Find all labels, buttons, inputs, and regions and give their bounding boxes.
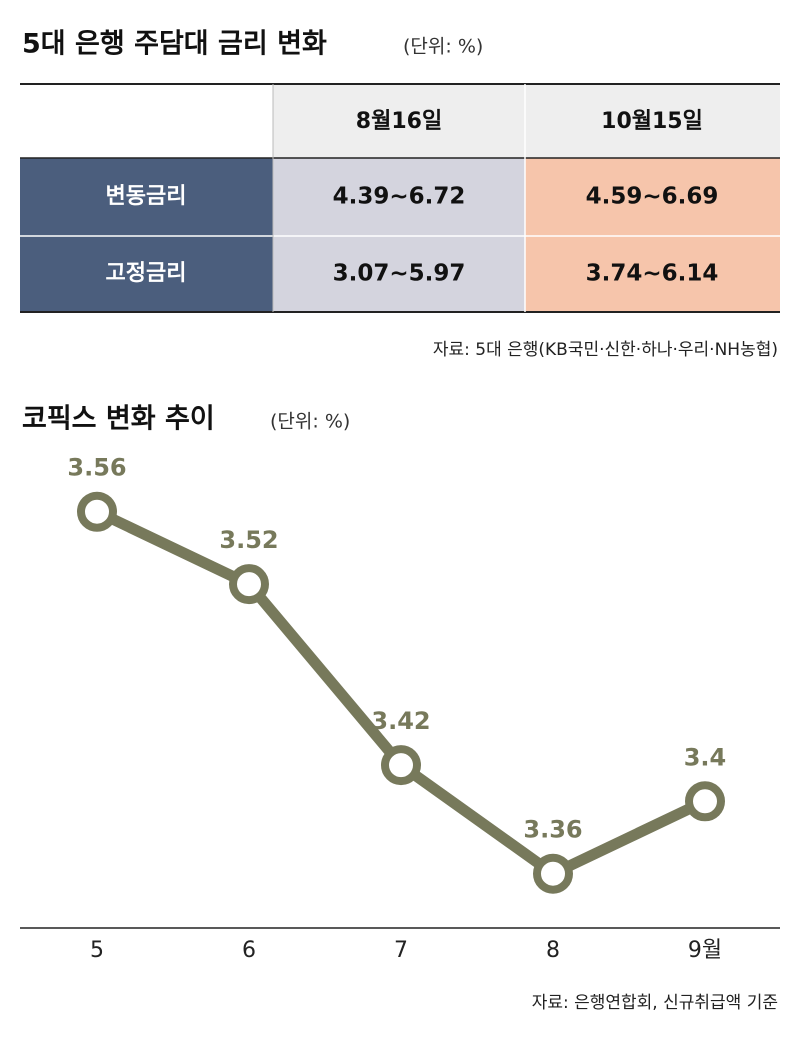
x-tick-label: 7 — [394, 938, 408, 963]
value-label: 3.4 — [684, 743, 727, 771]
chart-source: 자료: 은행연합회, 신규취급액 기준 — [532, 993, 778, 1013]
row-header: 변동금리 — [106, 184, 187, 209]
column-bg — [273, 158, 525, 312]
table-cell: 4.39~6.72 — [333, 184, 466, 210]
line — [94, 506, 708, 880]
point — [77, 491, 117, 532]
value-label: 3.36 — [523, 816, 582, 844]
table-unit: (단위: %) — [403, 36, 483, 58]
x-tick-label: 6 — [242, 938, 256, 963]
chart-unit: (단위: %) — [270, 411, 350, 433]
value-label: 3.56 — [67, 454, 126, 482]
point — [533, 853, 573, 894]
table-cell: 3.07~5.97 — [333, 261, 466, 287]
row-header-bg — [20, 158, 273, 312]
point — [685, 781, 725, 822]
table-cell: 4.59~6.69 — [586, 184, 719, 210]
column-header: 8월16일 — [356, 109, 442, 134]
header-cell — [525, 84, 780, 158]
chart-title: 코픽스 변화 추이 — [22, 404, 215, 435]
table-cell: 3.74~6.14 — [586, 261, 719, 287]
row-header: 고정금리 — [106, 261, 187, 286]
column-header: 10월15일 — [601, 109, 703, 134]
value-label: 3.42 — [371, 707, 430, 735]
header-cell — [273, 84, 525, 158]
column-bg — [525, 158, 780, 312]
table-title: 5대 은행 주담대 금리 변화 — [22, 29, 327, 60]
x-tick-label: 8 — [546, 938, 560, 963]
point — [229, 564, 269, 605]
x-tick-label: 5 — [90, 938, 104, 963]
table-source: 자료: 5대 은행(KB국민·신한·하나·우리·NH농협) — [433, 340, 778, 360]
value-label: 3.52 — [219, 526, 278, 554]
point — [381, 745, 421, 786]
x-tick-label: 9월 — [688, 938, 722, 963]
